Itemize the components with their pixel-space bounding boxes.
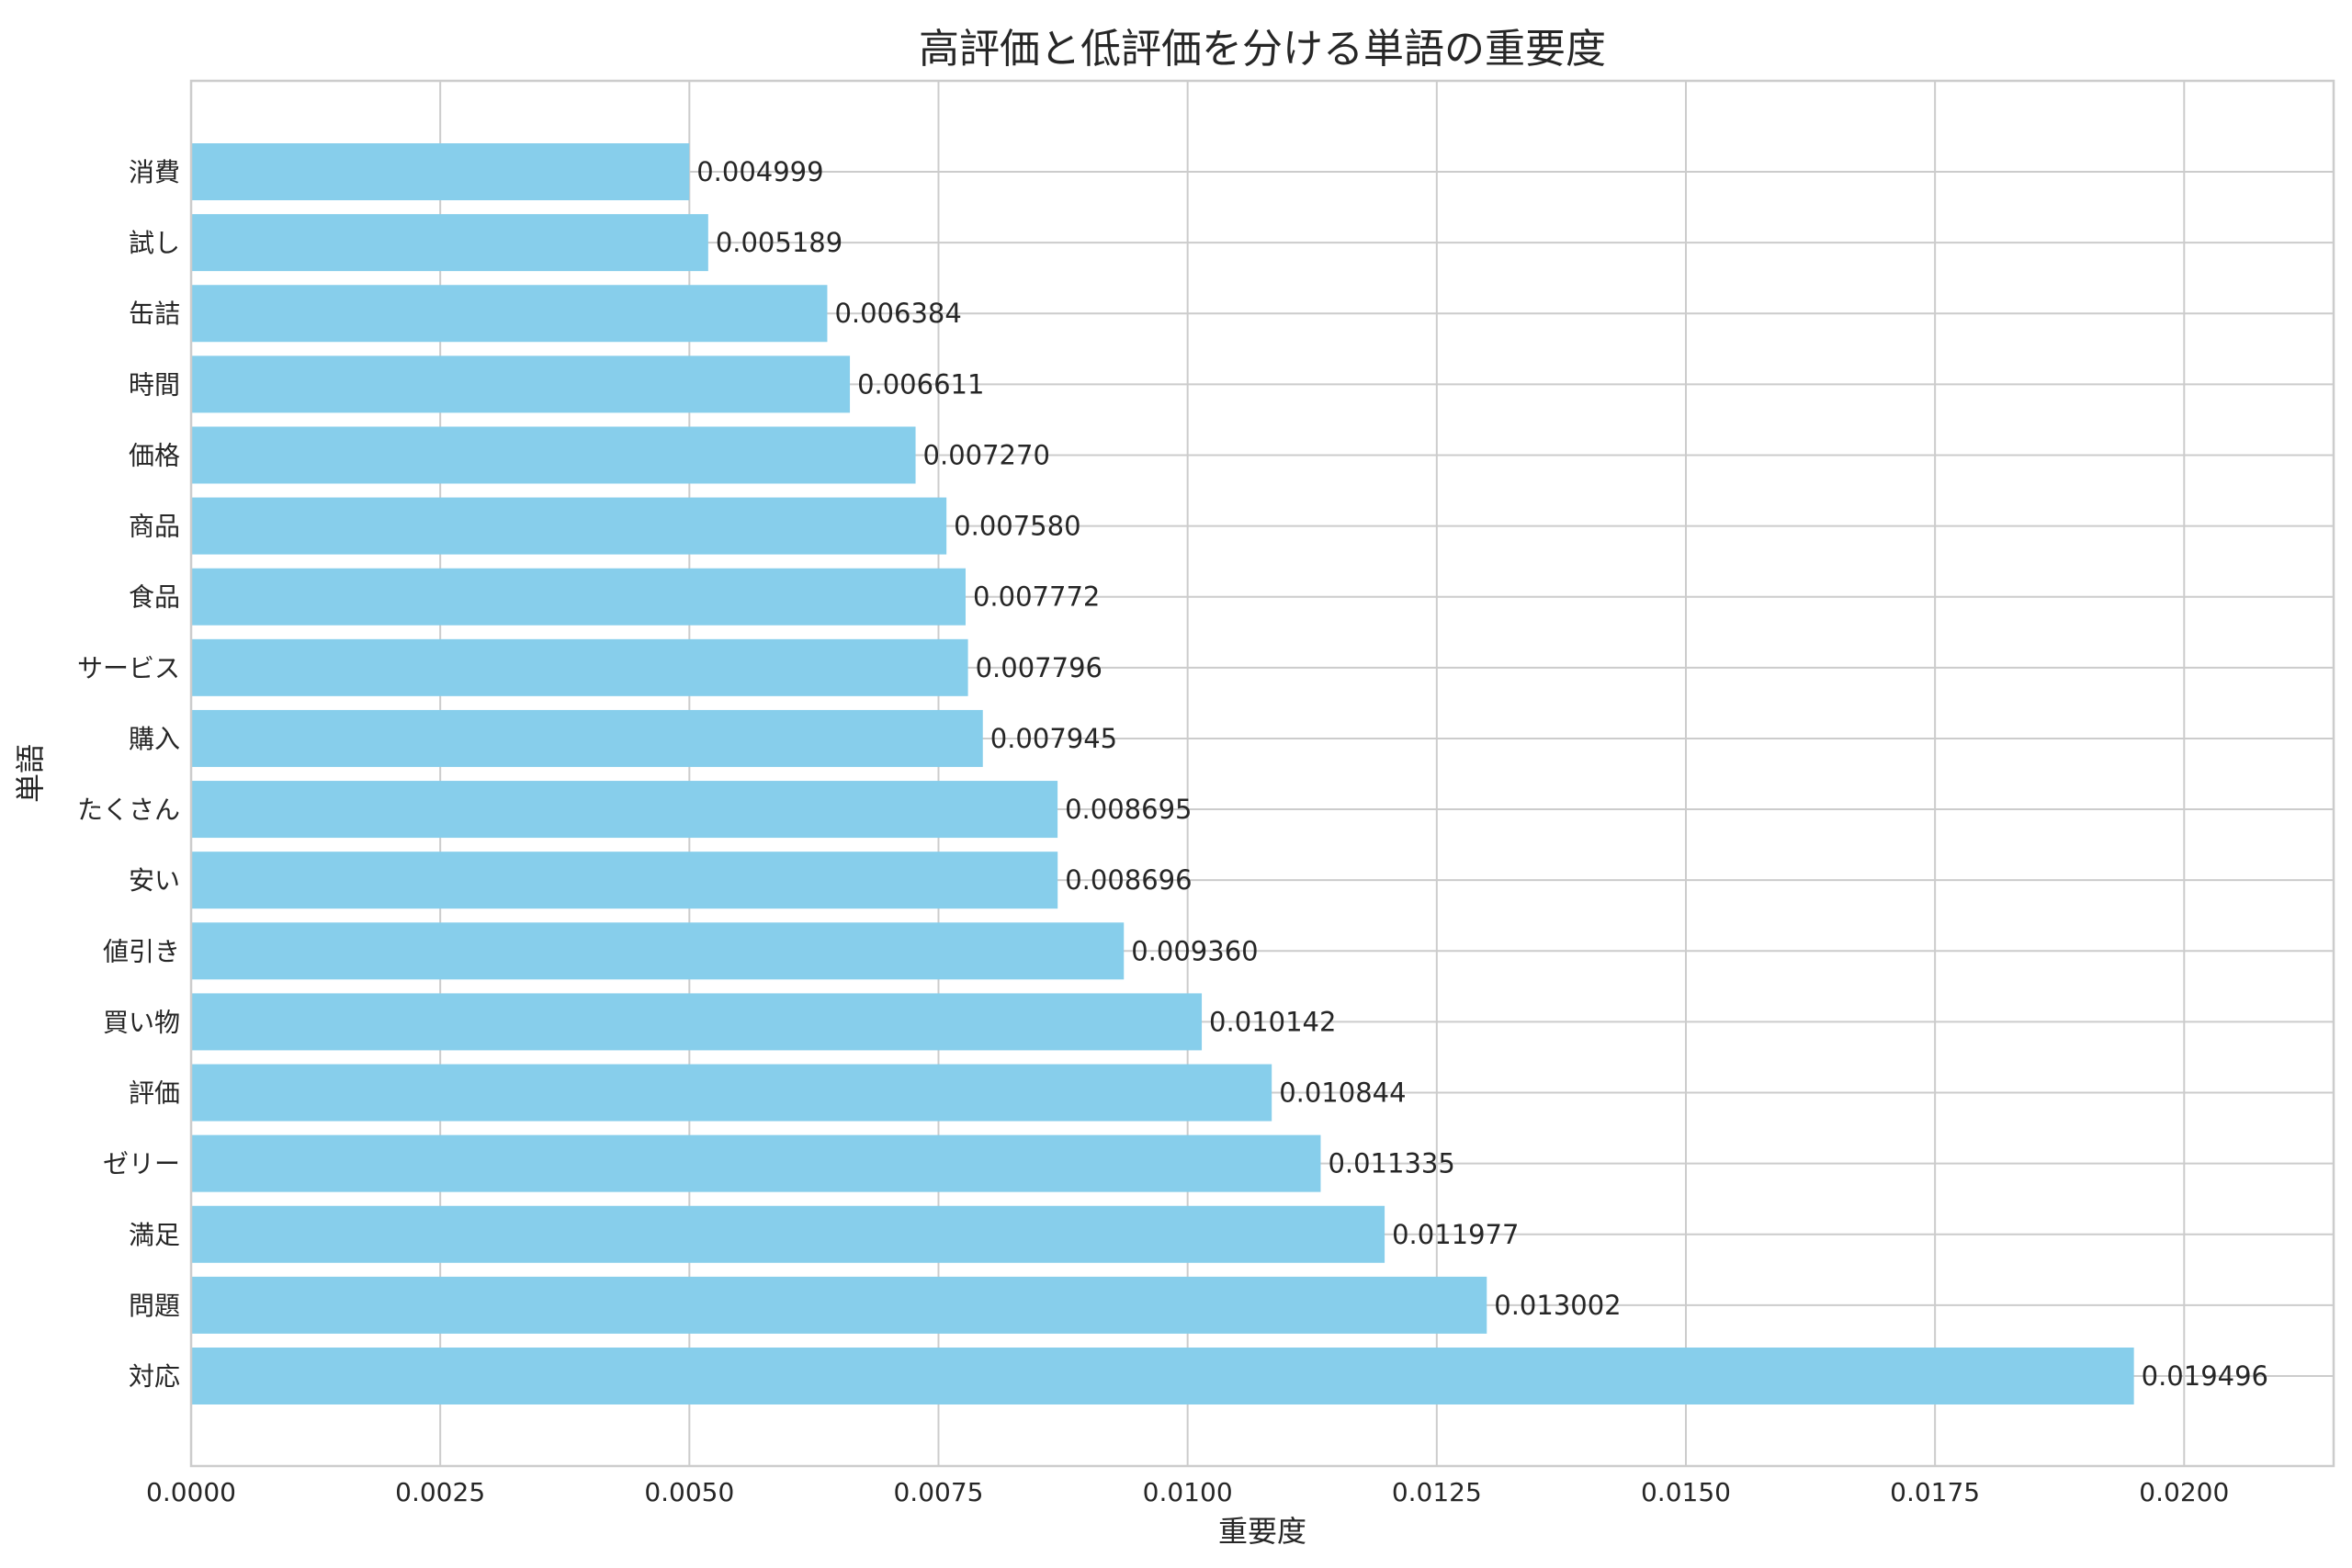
plot-frame <box>189 79 2335 1468</box>
x-tick-label: 0.0075 <box>893 1477 983 1507</box>
data-label: 0.006384 <box>834 298 961 329</box>
bar <box>191 568 966 626</box>
y-tick-label: 商品 <box>129 512 180 542</box>
data-label: 0.011977 <box>1392 1219 1519 1250</box>
x-tick-label: 0.0000 <box>146 1477 236 1507</box>
chart-title: 高評価と低評価を分ける単語の重要度 <box>919 26 1606 73</box>
data-label: 0.007580 <box>954 511 1080 542</box>
y-axis-label: 単語 <box>13 744 48 803</box>
bar <box>191 852 1058 909</box>
bar <box>191 497 947 555</box>
x-tick-label: 0.0150 <box>1641 1477 1731 1507</box>
data-label: 0.008696 <box>1065 864 1192 896</box>
x-axis-label: 重要度 <box>1218 1514 1306 1549</box>
bar <box>191 355 851 413</box>
y-tick-label: 問題 <box>129 1291 180 1321</box>
bar <box>191 1064 1272 1122</box>
bar <box>191 993 1203 1051</box>
bar <box>191 1348 2134 1404</box>
y-tick-label: 試し <box>129 228 180 258</box>
x-tick-label: 0.0200 <box>2139 1477 2229 1507</box>
x-tick-label: 0.0025 <box>395 1477 485 1507</box>
data-label: 0.007945 <box>990 723 1117 754</box>
bar <box>191 143 690 200</box>
y-tick-label: 時間 <box>129 369 180 400</box>
bar <box>191 709 983 767</box>
y-tick-label: 満足 <box>129 1220 180 1250</box>
y-tick-label: 買い物 <box>103 1007 180 1037</box>
bar <box>191 426 916 484</box>
y-tick-label: 食品 <box>129 582 180 613</box>
x-tick-label: 0.0100 <box>1143 1477 1233 1507</box>
y-tick-label: 安い <box>129 865 180 896</box>
y-tick-label: 対応 <box>129 1361 180 1392</box>
data-label: 0.010142 <box>1209 1006 1336 1037</box>
y-tick-label: 評価 <box>129 1078 180 1109</box>
bar <box>191 781 1058 839</box>
y-tick-label: たくさん <box>77 795 180 825</box>
bar <box>191 285 828 343</box>
y-tick-label: 購入 <box>129 724 180 754</box>
y-tick-label: ゼリー <box>103 1149 180 1179</box>
bar <box>191 214 708 272</box>
data-label: 0.007270 <box>923 439 1050 470</box>
data-label: 0.011335 <box>1328 1148 1454 1179</box>
y-tick-label: サービス <box>77 653 180 683</box>
y-tick-label: 缶詰 <box>129 299 180 329</box>
data-label: 0.009360 <box>1131 935 1258 966</box>
bar <box>191 1276 1487 1334</box>
y-tick-label: 消費 <box>129 157 180 187</box>
x-tick-label: 0.0125 <box>1392 1477 1482 1507</box>
data-label: 0.010844 <box>1279 1077 1406 1109</box>
data-label: 0.008695 <box>1065 794 1192 825</box>
bar <box>191 922 1125 980</box>
labels: 0.0000 0.0025 0.0050 0.0075 0.0100 0.0125 0.01… <box>77 156 2268 1507</box>
x-tick-label: 0.0175 <box>1890 1477 1980 1507</box>
data-label: 0.019496 <box>2142 1360 2268 1392</box>
bar <box>191 1134 1321 1192</box>
x-tick-label: 0.0050 <box>644 1477 734 1507</box>
data-label: 0.007772 <box>973 581 1100 613</box>
data-label: 0.013002 <box>1494 1290 1621 1321</box>
data-label: 0.007796 <box>976 652 1102 683</box>
data-label: 0.006611 <box>857 368 984 400</box>
y-tick-label: 値引き <box>103 936 180 966</box>
bars <box>191 143 2134 1404</box>
bar <box>191 638 968 696</box>
y-tick-label: 価格 <box>129 440 180 470</box>
bar <box>191 1205 1385 1263</box>
data-label: 0.004999 <box>696 156 823 187</box>
data-label: 0.005189 <box>716 227 842 258</box>
